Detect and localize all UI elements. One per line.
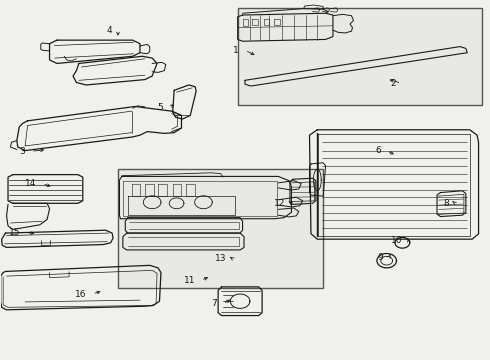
Text: 1: 1 (233, 46, 239, 55)
Text: 13: 13 (216, 255, 227, 264)
Text: 2: 2 (390, 79, 395, 88)
Text: 15: 15 (9, 228, 20, 237)
Text: 16: 16 (75, 289, 87, 298)
Text: 14: 14 (25, 179, 36, 188)
Text: 10: 10 (392, 237, 403, 246)
Text: 3: 3 (20, 147, 25, 156)
Text: 5: 5 (158, 103, 163, 112)
Text: 9: 9 (377, 253, 383, 262)
Text: 7: 7 (211, 299, 217, 308)
Text: 6: 6 (375, 146, 381, 155)
Text: 12: 12 (274, 199, 286, 208)
Text: 11: 11 (184, 276, 195, 285)
Text: 4: 4 (106, 26, 112, 35)
Text: 8: 8 (443, 199, 449, 208)
Bar (118, 169, 323, 288)
Bar (238, 8, 482, 105)
